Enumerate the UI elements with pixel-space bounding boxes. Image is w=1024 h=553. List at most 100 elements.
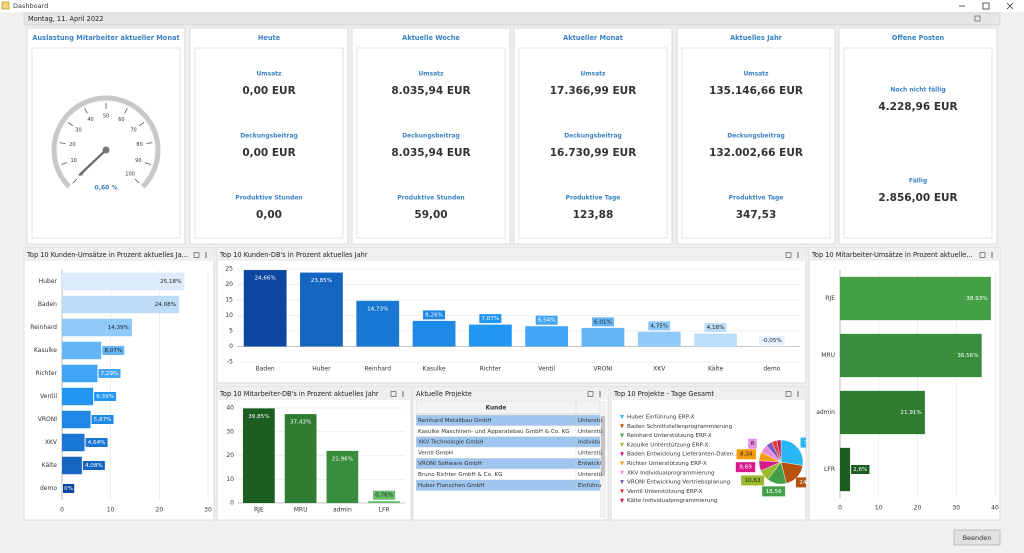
value-label-box — [535, 315, 558, 325]
value-label: 8,07% — [104, 348, 122, 354]
bar — [368, 501, 400, 503]
legend-label: Richter Unterstützung ERP-X — [627, 461, 707, 467]
panel-icon[interactable] — [785, 391, 792, 397]
y-tick-label: -5 — [227, 359, 233, 366]
value-label: 4,08% — [85, 463, 103, 469]
pie-label-box — [762, 486, 786, 497]
value-label: 24,08% — [155, 302, 176, 308]
window-title: Dashboard — [13, 2, 48, 10]
table-cell: Kasulke Maschinen- und Apparatebau GmbH … — [418, 429, 570, 435]
card-title: Aktueller Monat — [563, 34, 623, 42]
y-tick-label: 0 — [230, 500, 234, 507]
kpi-value: 59,00 — [414, 209, 447, 221]
bar — [412, 320, 456, 347]
button[interactable] — [953, 529, 1001, 546]
value-label: 37,43% — [290, 420, 311, 426]
legend-marker — [620, 470, 624, 475]
legend-label: Ventil Unterstützung ERP-X — [627, 489, 703, 495]
value-label: 0,76% — [375, 493, 393, 499]
y-tick-label: Ventil — [40, 393, 57, 400]
legend-label: Huber Einführung ERP-X — [627, 415, 695, 421]
value-label-box — [308, 276, 335, 286]
app-icon — [1, 1, 10, 10]
pie-label: 8,34 — [740, 452, 753, 458]
titlebar — [0, 0, 1024, 12]
bar — [637, 331, 681, 347]
pie-label: 8 — [751, 441, 755, 447]
pie-label: 10,63 — [745, 478, 761, 484]
x-tick-label: MRU — [294, 507, 308, 514]
y-tick-label: RJE — [825, 295, 835, 302]
value-label: 6,01% — [594, 319, 612, 325]
gauge-tick — [67, 122, 74, 127]
kpi-value: 135.146,66 EUR — [709, 85, 803, 97]
value-label-box — [898, 408, 924, 417]
y-tick-label: Huber — [39, 278, 58, 285]
table-cell: Reinhard Metallbau GmbH — [418, 418, 492, 424]
legend-label: Baden Schnittstellenprogrammierung — [627, 424, 733, 430]
legend-label: Kälte Individualprogrammierung — [627, 498, 718, 504]
gauge-rim — [51, 95, 161, 189]
gauge-tick — [146, 142, 153, 144]
gauge-tick-label: 80 — [136, 142, 142, 148]
panel-icon[interactable] — [193, 252, 200, 258]
legend-marker — [620, 461, 624, 466]
y-tick-label: VRONI — [38, 416, 57, 423]
legend-marker — [620, 442, 624, 447]
table-cell: Unterstü — [578, 418, 603, 424]
value-label-box — [102, 346, 125, 355]
panel-icon[interactable] — [390, 391, 397, 397]
value-label-box — [246, 411, 272, 421]
x-tick-label: Kasulke — [423, 366, 446, 373]
kpi-value: 17.366,99 EUR — [550, 85, 637, 97]
value-label-box — [152, 300, 179, 309]
y-tick-label: demo — [40, 485, 57, 492]
pie-slice — [780, 439, 804, 466]
legend-label: VRONI Entwicklung Vertriebsplanung — [627, 480, 731, 486]
gauge-tick — [124, 107, 128, 114]
kpi-value: 8.035,94 EUR — [391, 85, 470, 97]
panel-icon[interactable] — [979, 252, 986, 258]
card-title: Auslastung Mitarbeiter aktueller Monat — [32, 34, 179, 42]
value-label-box — [287, 417, 314, 427]
value-label: 4,75% — [650, 323, 668, 329]
x-tick-label: demo — [763, 366, 780, 373]
y-tick-label: Kälte — [42, 462, 58, 469]
pie-label-box — [800, 437, 806, 448]
legend-marker — [620, 480, 624, 485]
maximize[interactable] — [982, 2, 990, 10]
panel-icon[interactable] — [587, 391, 594, 397]
legend-marker — [620, 452, 624, 457]
value-label: 8,26% — [425, 312, 443, 318]
bar — [468, 324, 512, 347]
x-tick-label: 10 — [875, 505, 883, 512]
pie-label-box — [741, 475, 765, 486]
value-label: 23,85% — [311, 278, 332, 284]
table-header — [415, 400, 601, 415]
bar — [284, 414, 317, 503]
legend-label: Baden Entwicklung Lieferanten-Daten... — [627, 452, 739, 458]
y-tick-label: LFR — [824, 466, 835, 473]
panel-icon[interactable] — [785, 252, 792, 258]
card-inner — [518, 47, 668, 239]
dock-icon[interactable] — [974, 15, 981, 22]
x-tick-label: 20 — [156, 507, 164, 514]
gauge-tick-label: 0 — [80, 172, 83, 178]
x-tick-label: XKV — [653, 366, 666, 373]
panel-title: Top 10 Mitarbeiter-DB's in Prozent aktue… — [219, 390, 379, 398]
legend-marker — [620, 424, 624, 429]
close[interactable] — [1006, 2, 1014, 10]
button-label[interactable]: Beenden — [963, 534, 992, 542]
x-tick-label: 10 — [107, 507, 115, 514]
kpi-value: 123,88 — [573, 209, 614, 221]
table-row[interactable] — [415, 479, 601, 491]
scroll-thumb[interactable] — [601, 416, 605, 476]
x-tick-label: Baden — [256, 366, 275, 373]
value-label-box — [423, 310, 446, 320]
gauge-needle — [78, 148, 108, 176]
card — [26, 27, 186, 245]
bar — [62, 433, 85, 452]
kpi-label: Noch nicht fällig — [890, 87, 945, 94]
kpi-label: Deckungsbeitrag — [240, 133, 298, 140]
legend-label: Kasulke Unterstützung ERP-X — [627, 442, 708, 448]
